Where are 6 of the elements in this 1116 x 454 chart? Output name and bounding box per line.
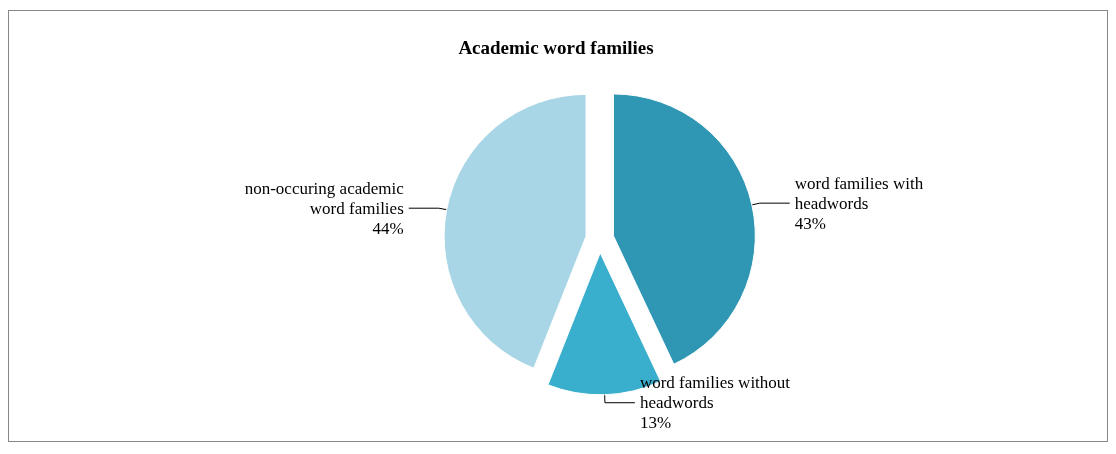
slice-label: non-occuring academic word families xyxy=(244,178,405,218)
data-label: 43% xyxy=(794,213,826,233)
chart-title: Academic word families xyxy=(458,37,654,58)
data-label: 13% xyxy=(639,413,672,433)
slice-label: word families with headwords xyxy=(794,173,928,213)
data-label: 44% xyxy=(372,218,404,238)
